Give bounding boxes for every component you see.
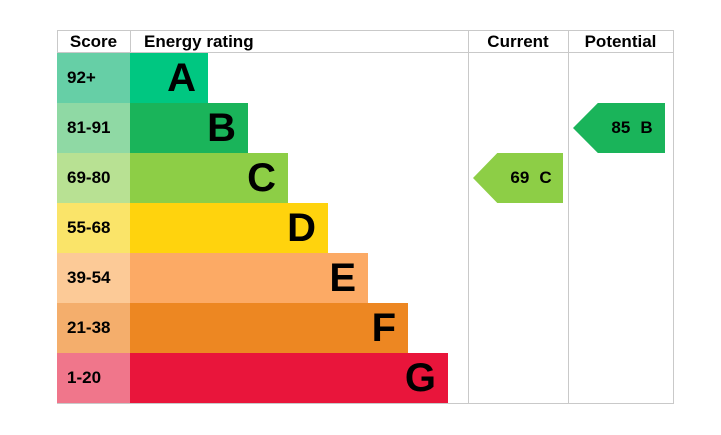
band-row: 39-54 E <box>57 253 368 303</box>
rating-bar: C <box>130 153 288 203</box>
table-header-row: Score Energy rating Current Potential <box>57 30 673 53</box>
score-cell: 81-91 <box>57 103 130 153</box>
potential-column-header: Potential <box>584 31 657 51</box>
rating-bar: G <box>130 353 448 403</box>
band-row: 1-20 G <box>57 353 448 403</box>
header-left-border <box>57 30 58 53</box>
score-cell: 92+ <box>57 53 130 103</box>
current-score-value: 69 <box>510 168 530 187</box>
rating-bar: A <box>130 53 208 103</box>
rating-bar: B <box>130 103 248 153</box>
rating-bar: D <box>130 203 328 253</box>
band-row: 92+ A <box>57 53 208 103</box>
band-letter: B <box>207 106 236 150</box>
current-band-letter: C <box>539 168 552 187</box>
score-cell: 1-20 <box>57 353 130 403</box>
band-letter: F <box>371 306 396 350</box>
potential-band-letter: B <box>640 118 653 137</box>
band-row: 69-80 C <box>57 153 288 203</box>
current-column-header: Current <box>487 31 549 51</box>
rating-bar: E <box>130 253 368 303</box>
table-right-border <box>673 30 674 404</box>
score-cell: 39-54 <box>57 253 130 303</box>
table-bottom-border <box>57 403 674 404</box>
header-bottom-border <box>57 52 674 53</box>
band-row: 55-68 D <box>57 203 328 253</box>
score-rating-divider <box>130 30 131 53</box>
band-letter: D <box>287 206 316 250</box>
band-row: 81-91 B <box>57 103 248 153</box>
energy-rating-column-header: Energy rating <box>144 31 254 51</box>
potential-rating-arrow: 85 B <box>573 103 665 153</box>
band-row: 21-38 F <box>57 303 408 353</box>
current-column-left-border <box>468 30 469 404</box>
band-letter: A <box>167 56 196 100</box>
potential-score-value: 85 <box>611 118 631 137</box>
potential-column-left-border <box>568 30 569 404</box>
band-letter: C <box>247 156 276 200</box>
current-rating-arrow: 69 C <box>473 153 563 203</box>
score-cell: 69-80 <box>57 153 130 203</box>
score-cell: 21-38 <box>57 303 130 353</box>
rating-bar: F <box>130 303 408 353</box>
band-letter: E <box>329 256 356 300</box>
band-letter: G <box>404 356 436 400</box>
score-column-header: Score <box>69 31 118 51</box>
table-top-border <box>57 30 674 31</box>
score-cell: 55-68 <box>57 203 130 253</box>
